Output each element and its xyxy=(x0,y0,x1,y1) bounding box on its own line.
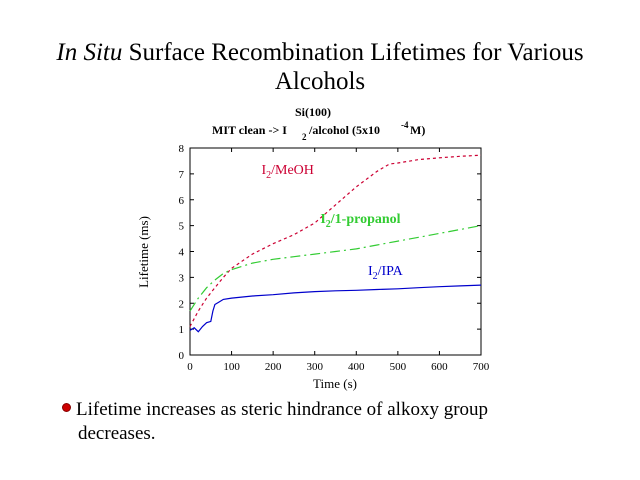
x-axis-label: Time (s) xyxy=(313,376,357,391)
x-tick-label-1: 100 xyxy=(223,361,240,373)
series-line-1 xyxy=(189,225,482,312)
lifetime-chart: Si(100) MIT clean -> I 2 /alcohol (5x10 … xyxy=(136,105,490,391)
series-label-main-2: I xyxy=(368,264,373,279)
bullet-line-1: Lifetime increases as steric hindrance o… xyxy=(62,398,602,422)
series-label-sub-1: 2 xyxy=(326,219,331,230)
bullet-line-2: decreases. xyxy=(78,423,156,444)
title-rest-text: Surface Recombination Lifetimes for Vari… xyxy=(122,39,584,66)
y-axis-ticks: 0 1 2 3 4 5 6 7 8 xyxy=(179,143,481,362)
y-tick-label-0: 0 xyxy=(179,350,185,362)
y-tick-label-3: 3 xyxy=(179,272,185,284)
series-lines xyxy=(189,154,482,333)
bullet-point: Lifetime increases as steric hindrance o… xyxy=(62,398,602,446)
x-tick-label-4: 400 xyxy=(348,361,365,373)
y-tick-label-7: 7 xyxy=(179,169,185,181)
series-label-0: I2/MeOH xyxy=(261,163,313,181)
title-line-2: Alcohols xyxy=(274,68,366,95)
x-tick-label-7: 700 xyxy=(473,361,490,373)
series-label-main-0: I xyxy=(261,163,266,178)
y-tick-label-2: 2 xyxy=(179,298,185,310)
y-tick-label-4: 4 xyxy=(179,247,185,259)
y-tick-label-1: 1 xyxy=(179,324,185,336)
subtitle-line-1: Si(100) xyxy=(295,105,331,119)
series-label-1: I2/1-propanol xyxy=(320,212,400,230)
series-label-2: I2/IPA xyxy=(368,264,404,282)
x-axis-ticks: 0 100 200 300 400 500 600 700 xyxy=(187,148,490,373)
series-label-rest-0: /MeOH xyxy=(271,163,314,178)
chart-subtitle: Si(100) MIT clean -> I 2 /alcohol (5x10 … xyxy=(212,105,425,142)
series-label-sub-0: 2 xyxy=(266,170,271,181)
slide-title: In Situ Surface Recombination Lifetimes … xyxy=(0,38,640,96)
y-tick-label-6: 6 xyxy=(179,195,185,207)
subtitle-line-2a: MIT clean -> I xyxy=(212,123,287,137)
subtitle-line-2c: M) xyxy=(410,123,425,137)
bullet-dot-icon xyxy=(62,403,71,412)
series-label-sub-2: 2 xyxy=(373,271,378,282)
series-line-2 xyxy=(189,284,482,333)
series-label-rest-1: /1-propanol xyxy=(330,212,401,227)
y-tick-label-5: 5 xyxy=(179,221,185,233)
x-tick-label-3: 300 xyxy=(306,361,323,373)
y-tick-label-8: 8 xyxy=(179,143,185,155)
x-tick-label-2: 200 xyxy=(265,361,282,373)
title-italic-text: In Situ xyxy=(56,39,123,66)
series-label-main-1: I xyxy=(320,212,325,227)
title-line-1: In Situ Surface Recombination Lifetimes … xyxy=(0,38,640,67)
series-line-0 xyxy=(189,154,482,327)
y-axis-label: Lifetime (ms) xyxy=(136,216,151,288)
x-tick-label-0: 0 xyxy=(187,361,193,373)
series-label-rest-2: /IPA xyxy=(378,264,404,279)
bullet-text-1: Lifetime increases as steric hindrance o… xyxy=(76,399,489,420)
subtitle-line-2b: /alcohol (5x10 xyxy=(308,123,380,137)
x-tick-label-5: 500 xyxy=(390,361,407,373)
subtitle-line-2-sub: 2 xyxy=(302,132,307,142)
subtitle-line-2-sup: -4 xyxy=(401,120,409,130)
x-tick-label-6: 600 xyxy=(431,361,448,373)
